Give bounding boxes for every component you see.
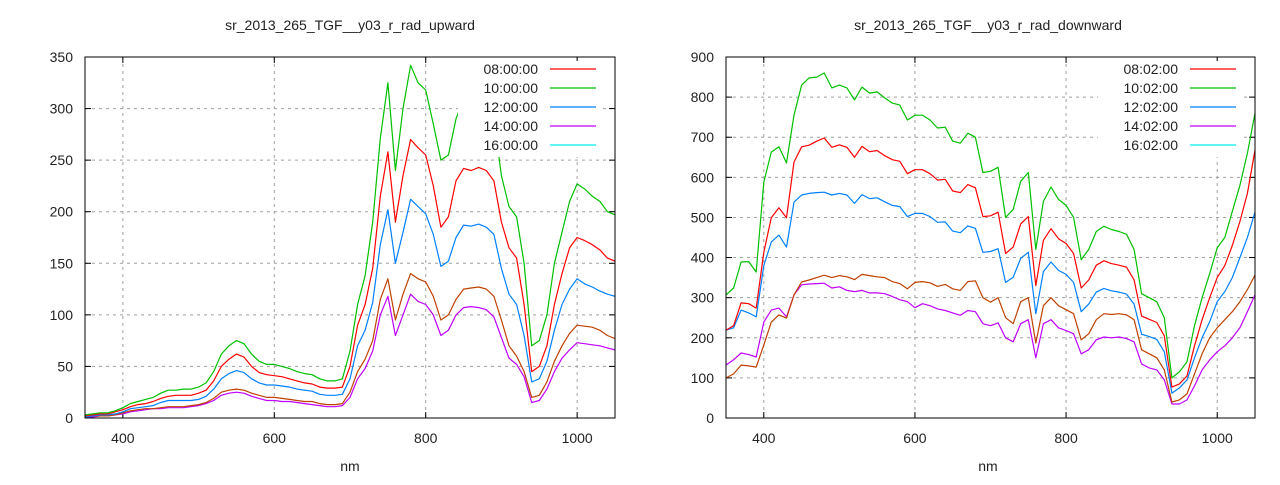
y-tick-label: 100 (691, 370, 715, 386)
x-tick-label: 800 (414, 430, 438, 446)
series-lines (726, 72, 1255, 405)
legend: 08:02:00 10:02:00 12:02:00 14:02:00 16:02:00 (1098, 61, 1242, 157)
series-line-140200 (726, 273, 1255, 403)
y-tick-label: 600 (691, 169, 715, 185)
series-line-140000 (85, 273, 615, 418)
legend-label: 10:00:00 (484, 80, 539, 96)
plot-frame (84, 56, 616, 419)
series-line-160200 (726, 282, 1255, 405)
chart-title: sr_2013_265_TGF__y03_r_rad_upward (225, 17, 475, 33)
x-tick-label: 400 (111, 430, 135, 446)
x-axis-label: nm (978, 458, 997, 474)
legend-label: 16:00:00 (484, 137, 539, 153)
x-tick-label: 1000 (1202, 430, 1233, 446)
series-line-120200 (726, 191, 1255, 394)
legend-background (1098, 61, 1242, 157)
plot-frame (725, 56, 1256, 419)
y-tick-label: 300 (50, 101, 74, 117)
y-tick-label: 400 (691, 250, 715, 266)
legend-label: 08:00:00 (484, 61, 539, 77)
legend-label: 12:00:00 (484, 99, 539, 115)
y-tick-label: 700 (691, 129, 715, 145)
legend-label: 14:02:00 (1124, 118, 1179, 134)
y-tick-label: 0 (706, 410, 714, 426)
legend-label: 10:02:00 (1124, 80, 1179, 96)
y-tick-label: 100 (50, 307, 74, 323)
series-lines (85, 64, 615, 418)
legend-background (458, 61, 602, 157)
series-line-080200 (726, 137, 1255, 388)
series-line-100200 (726, 72, 1255, 379)
x-tick-label: 1000 (562, 430, 593, 446)
x-tick-label: 600 (263, 430, 287, 446)
legend-label: 16:02:00 (1124, 137, 1179, 153)
series-line-120000 (85, 198, 615, 418)
series-line-100000 (85, 64, 615, 416)
y-tick-label: 200 (691, 330, 715, 346)
y-tick-label: 800 (691, 89, 715, 105)
chart-upward: sr_2013_265_TGF__y03_r_rad_upward nm 0 50… (50, 17, 616, 474)
y-tick-label: 350 (50, 49, 74, 65)
legend-label: 12:02:00 (1124, 99, 1179, 115)
y-tick-label: 50 (57, 358, 73, 374)
y-tick-label: 900 (691, 49, 715, 65)
y-tick-label: 150 (50, 255, 74, 271)
legend: 08:00:00 10:00:00 12:00:00 14:00:00 16:00:00 (458, 61, 602, 157)
series-line-160000 (85, 293, 615, 418)
y-tick-label: 300 (691, 290, 715, 306)
x-tick-label: 800 (1054, 430, 1078, 446)
x-axis-label: nm (340, 458, 359, 474)
y-tick-label: 500 (691, 209, 715, 225)
chart-downward: sr_2013_265_TGF__y03_r_rad_downward nm 0… (691, 17, 1256, 474)
chart-title: sr_2013_265_TGF__y03_r_rad_downward (854, 17, 1122, 33)
series-line-080000 (85, 138, 615, 417)
y-tick-label: 0 (65, 410, 73, 426)
legend-label: 08:02:00 (1124, 61, 1179, 77)
x-tick-label: 600 (903, 430, 927, 446)
y-tick-label: 250 (50, 152, 74, 168)
legend-label: 14:00:00 (484, 118, 539, 134)
y-tick-label: 200 (50, 204, 74, 220)
x-tick-label: 400 (752, 430, 776, 446)
